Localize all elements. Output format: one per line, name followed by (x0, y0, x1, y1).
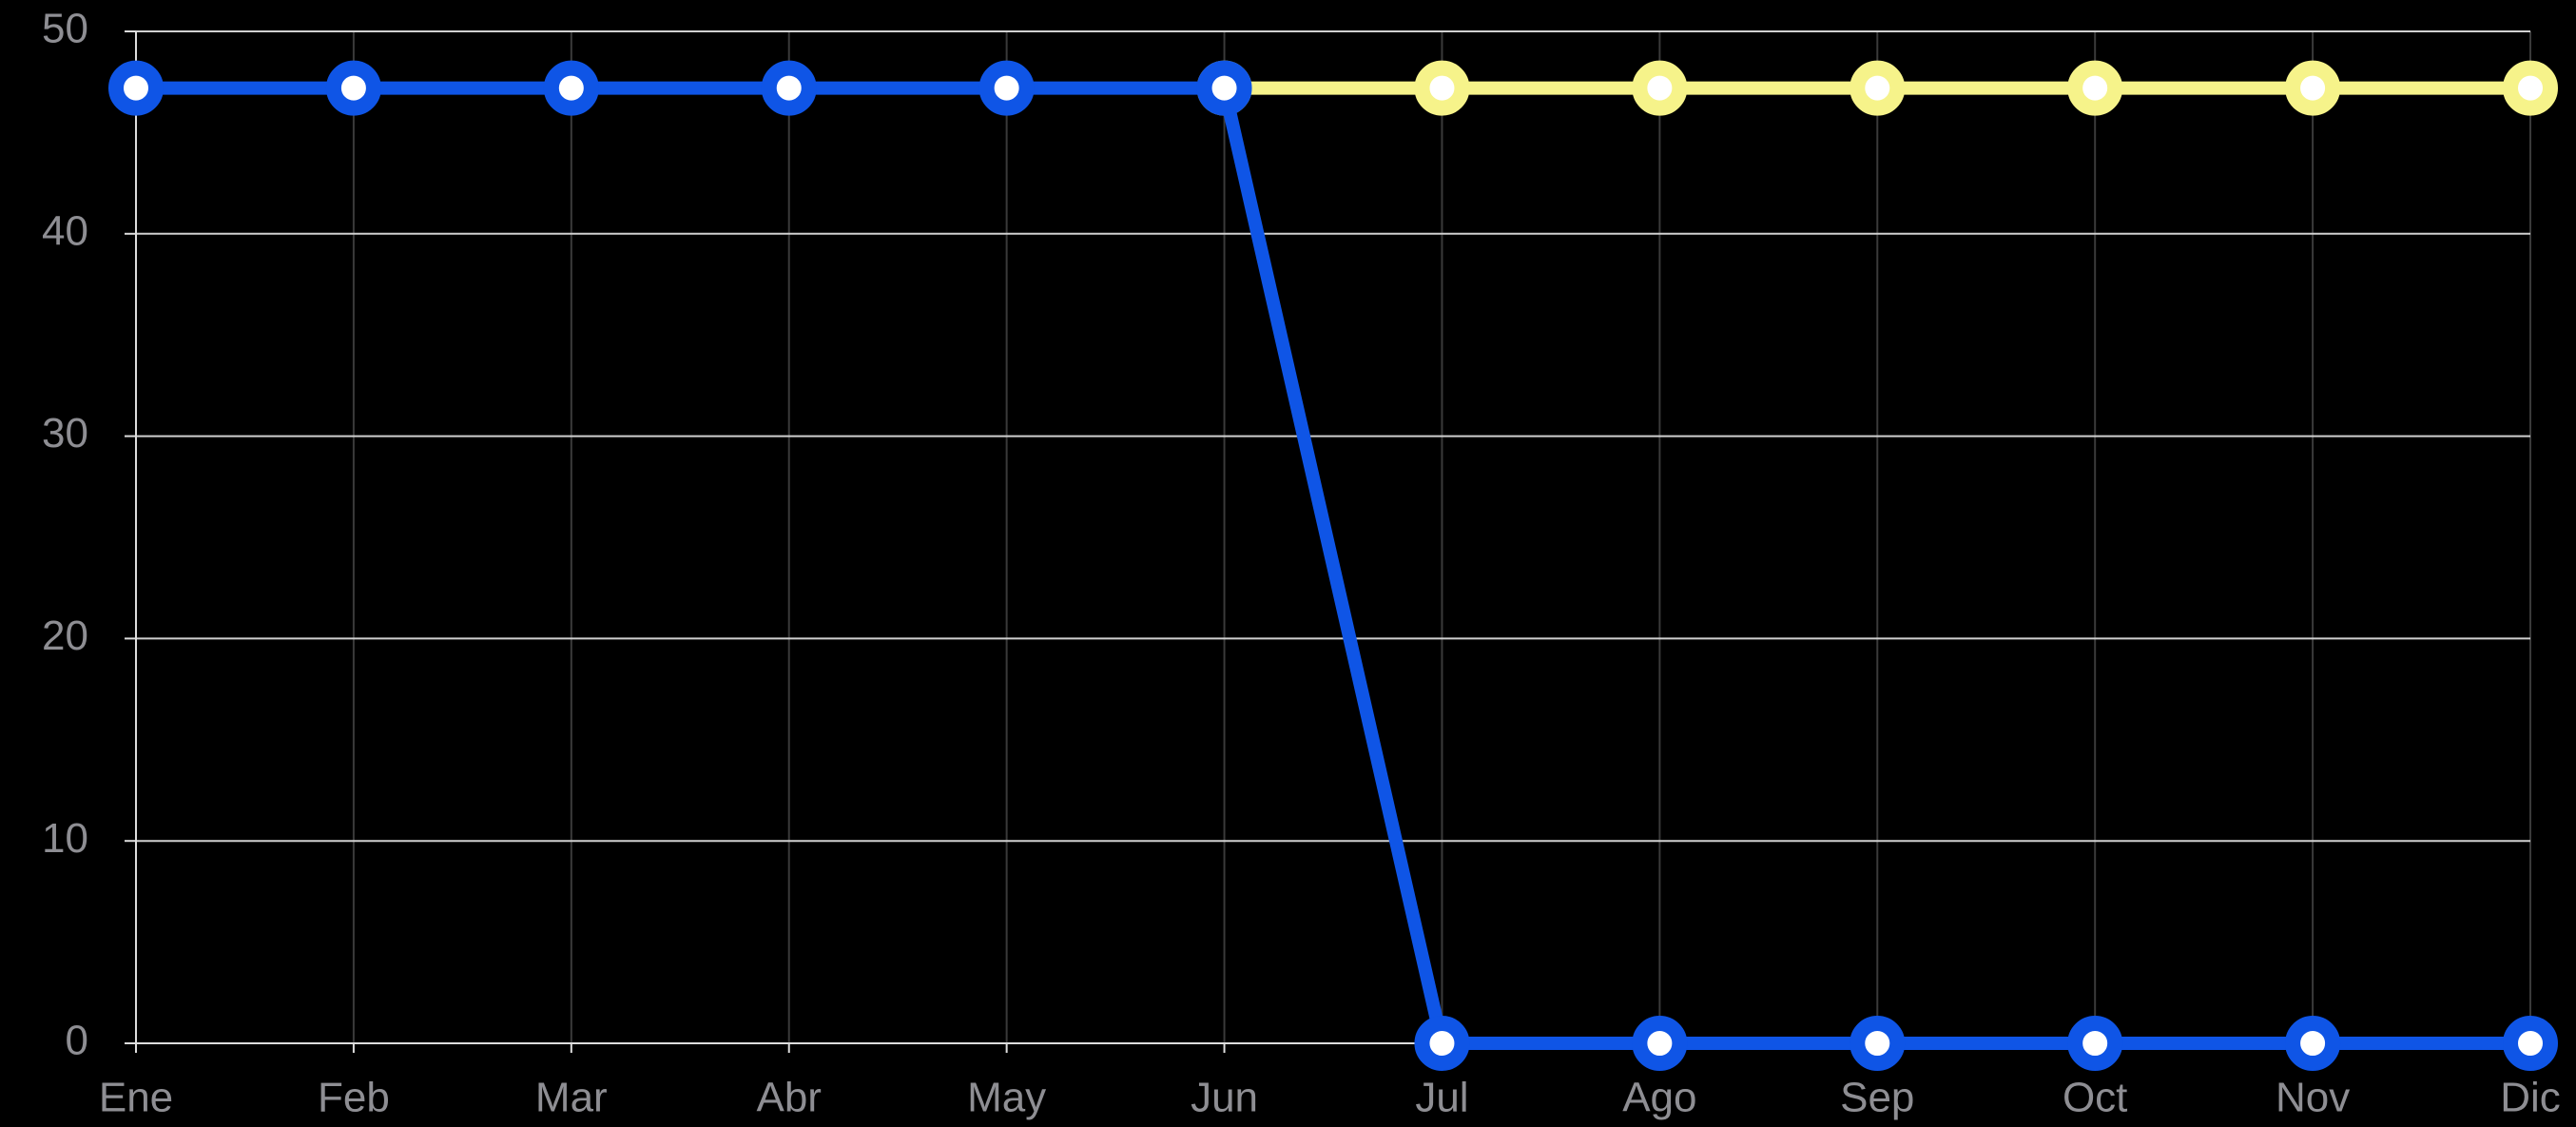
x-tick-label: Nov (2276, 1075, 2350, 1121)
point-marker (1414, 1016, 1470, 1071)
point-marker (2503, 60, 2558, 116)
x-tick-label: May (967, 1075, 1046, 1121)
y-tick-label: 10 (42, 815, 88, 862)
y-tick-label: 20 (42, 612, 88, 659)
series-line (136, 81, 2530, 1050)
point-marker (325, 60, 381, 116)
x-tick-label: Oct (2063, 1075, 2127, 1121)
point-marker (2285, 60, 2341, 116)
point-marker (2285, 1016, 2341, 1071)
point-marker (978, 60, 1035, 116)
y-tick-label: 50 (42, 6, 88, 52)
point-marker (1850, 60, 1906, 116)
x-tick-label: Ene (99, 1075, 173, 1121)
point-marker (2503, 1016, 2558, 1071)
x-tick-label: Ago (1622, 1075, 1696, 1121)
x-tick-label: Jun (1191, 1075, 1258, 1121)
point-marker (1414, 60, 1470, 116)
point-marker (1632, 1016, 1688, 1071)
x-tick-label: Jul (1415, 1075, 1468, 1121)
y-tick-label: 0 (66, 1018, 88, 1064)
x-tick-label: Feb (318, 1075, 390, 1121)
point-marker (1850, 1016, 1906, 1071)
point-marker (1196, 60, 1252, 116)
x-tick-label: Sep (1840, 1075, 1914, 1121)
point-marker (2067, 1016, 2123, 1071)
x-tick-label: Mar (535, 1075, 608, 1121)
y-tick-label: 30 (42, 410, 88, 457)
point-marker (1632, 60, 1688, 116)
point-marker (108, 60, 164, 116)
y-tick-label: 40 (42, 207, 88, 254)
point-marker (2067, 60, 2123, 116)
point-marker (761, 60, 817, 116)
x-tick-label: Dic (2500, 1075, 2561, 1121)
x-tick-label: Abr (756, 1075, 821, 1121)
point-marker (543, 60, 599, 116)
